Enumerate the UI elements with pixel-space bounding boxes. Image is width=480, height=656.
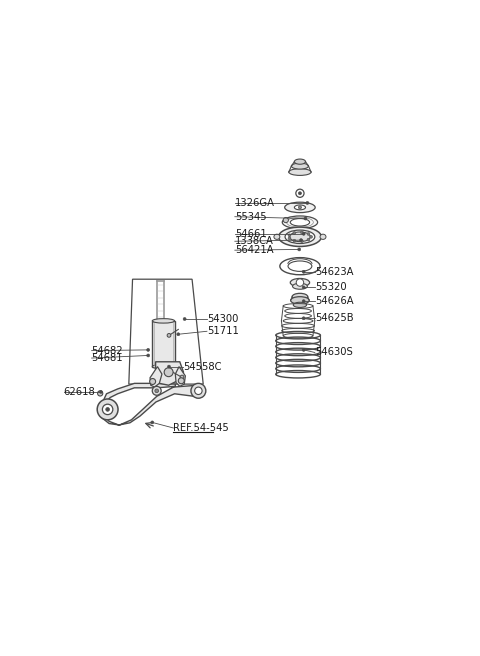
Circle shape — [147, 348, 150, 352]
Ellipse shape — [291, 163, 309, 169]
Circle shape — [302, 286, 305, 289]
Circle shape — [164, 368, 173, 377]
Text: 1338CA: 1338CA — [235, 236, 274, 246]
Circle shape — [167, 333, 171, 337]
Circle shape — [288, 234, 291, 237]
Circle shape — [183, 318, 186, 321]
Text: REF.54-545: REF.54-545 — [173, 423, 229, 433]
Text: 54558C: 54558C — [183, 361, 221, 371]
Circle shape — [97, 391, 103, 396]
Text: 54625B: 54625B — [315, 314, 353, 323]
Text: 62618: 62618 — [64, 387, 96, 397]
Text: 55320: 55320 — [315, 282, 347, 293]
Circle shape — [195, 387, 202, 394]
Circle shape — [302, 270, 305, 274]
Ellipse shape — [320, 234, 326, 239]
Ellipse shape — [285, 230, 315, 243]
Ellipse shape — [293, 302, 307, 308]
Text: 54626A: 54626A — [315, 296, 353, 306]
Circle shape — [102, 404, 113, 415]
Circle shape — [298, 248, 300, 251]
Circle shape — [178, 378, 184, 384]
Ellipse shape — [294, 159, 305, 164]
Circle shape — [191, 383, 206, 398]
Circle shape — [293, 239, 296, 242]
Circle shape — [299, 206, 301, 209]
Ellipse shape — [282, 216, 318, 228]
Circle shape — [299, 192, 301, 195]
Ellipse shape — [290, 297, 309, 304]
Bar — [152, 321, 175, 367]
Text: 55345: 55345 — [235, 212, 266, 222]
Circle shape — [97, 399, 118, 420]
Circle shape — [155, 389, 158, 393]
Circle shape — [177, 333, 180, 336]
Circle shape — [300, 240, 303, 243]
Polygon shape — [150, 367, 162, 387]
Ellipse shape — [294, 205, 305, 210]
Circle shape — [304, 217, 307, 220]
Circle shape — [310, 236, 312, 238]
Text: 1326GA: 1326GA — [235, 198, 275, 208]
Ellipse shape — [290, 218, 310, 226]
Text: 54300: 54300 — [207, 314, 238, 324]
Ellipse shape — [152, 364, 175, 369]
Circle shape — [151, 421, 154, 424]
Polygon shape — [100, 383, 202, 425]
Ellipse shape — [292, 283, 307, 289]
Text: 51711: 51711 — [207, 326, 239, 337]
Circle shape — [302, 317, 305, 319]
Ellipse shape — [274, 234, 280, 239]
Circle shape — [307, 238, 310, 241]
Ellipse shape — [278, 227, 321, 247]
Circle shape — [288, 237, 291, 239]
Text: 56421A: 56421A — [235, 245, 274, 255]
Text: 54681: 54681 — [92, 353, 123, 363]
Text: 54682: 54682 — [92, 346, 123, 356]
Circle shape — [302, 232, 305, 236]
Ellipse shape — [152, 319, 175, 323]
Circle shape — [300, 231, 303, 234]
Circle shape — [296, 279, 304, 286]
Circle shape — [180, 375, 184, 379]
Polygon shape — [175, 367, 185, 386]
Text: 54623A: 54623A — [315, 267, 353, 277]
Text: 54630S: 54630S — [315, 348, 353, 358]
Circle shape — [283, 217, 288, 222]
Ellipse shape — [285, 202, 315, 213]
Circle shape — [300, 239, 302, 241]
Circle shape — [168, 365, 170, 368]
Circle shape — [99, 390, 102, 394]
Ellipse shape — [290, 278, 310, 287]
Ellipse shape — [292, 293, 308, 300]
Circle shape — [306, 201, 309, 205]
Circle shape — [293, 232, 296, 234]
Circle shape — [302, 348, 305, 352]
Ellipse shape — [289, 232, 311, 241]
Circle shape — [147, 354, 150, 357]
Circle shape — [302, 300, 305, 302]
Circle shape — [106, 407, 109, 411]
Text: 54661: 54661 — [235, 229, 266, 239]
Circle shape — [307, 232, 310, 236]
Ellipse shape — [289, 169, 311, 175]
Polygon shape — [156, 362, 183, 385]
Circle shape — [150, 379, 156, 384]
Circle shape — [152, 386, 161, 396]
